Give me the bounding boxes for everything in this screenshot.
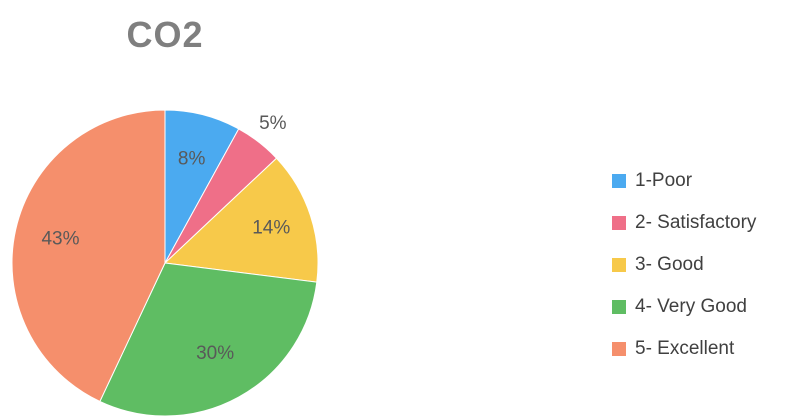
legend-label: 3- Good (635, 254, 704, 275)
pie-slice-3 (163, 157, 319, 283)
pie-slice-labels: 8% 5% 14% 30% 43% (41, 113, 290, 364)
legend-item: 2- Satisfactory (612, 202, 756, 244)
legend-item: 1-Poor (612, 160, 756, 202)
legend-label: 2- Satisfactory (635, 212, 757, 233)
slice-label-4: 30% (196, 343, 234, 364)
legend-swatch (612, 342, 626, 356)
slice-label-1: 8% (178, 148, 206, 169)
slice-label-5: 43% (41, 229, 79, 250)
legend-label: 5- Excellent (635, 338, 735, 359)
legend-swatch (612, 258, 626, 272)
pie-slice-4 (99, 262, 318, 417)
legend-item: 5- Excellent (612, 328, 756, 370)
legend-label: 1-Poor (635, 170, 693, 191)
legend-item: 3- Good (612, 244, 756, 286)
pie-slices (11, 109, 319, 417)
chart-title: CO2 (126, 14, 204, 55)
slice-label-3: 14% (252, 218, 290, 239)
legend-swatch (612, 174, 626, 188)
slice-label-2: 5% (259, 113, 287, 134)
pie-slice-5 (11, 109, 166, 403)
legend: 1-Poor 2- Satisfactory 3- Good 4- Very Good… (612, 160, 756, 370)
legend-item: 4- Very Good (612, 286, 756, 328)
legend-swatch (612, 300, 626, 314)
legend-swatch (612, 216, 626, 230)
legend-label: 4- Very Good (635, 296, 747, 317)
